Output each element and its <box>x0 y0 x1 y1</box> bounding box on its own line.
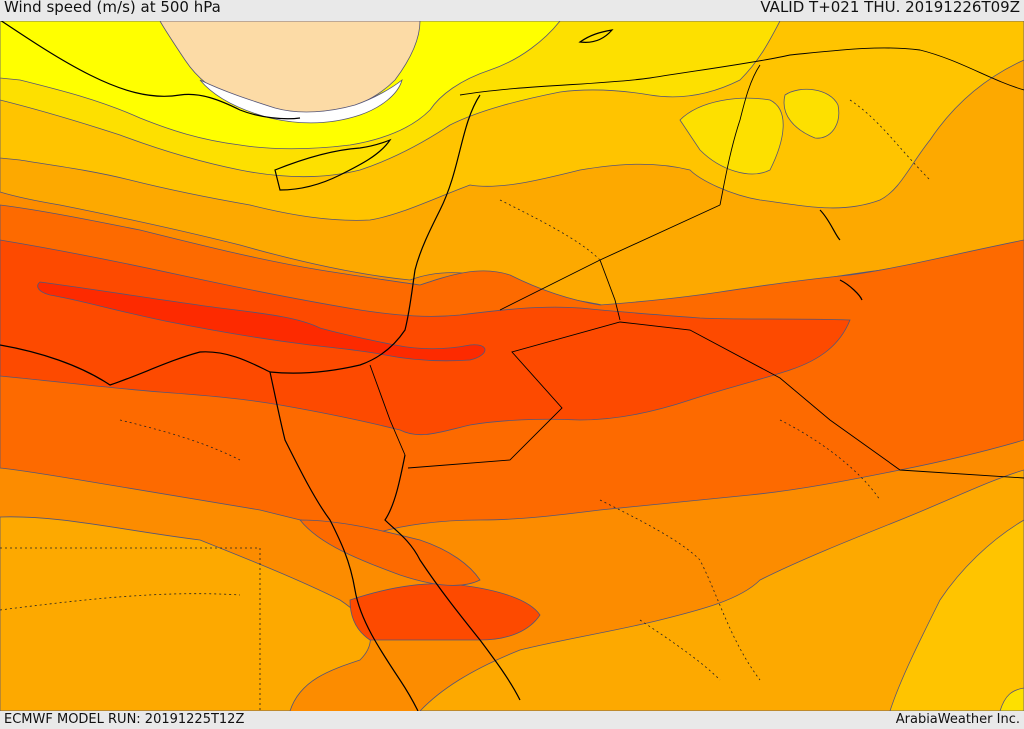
coastlines <box>0 21 863 711</box>
credit-label: ArabiaWeather Inc. <box>895 712 1020 727</box>
map-title: Wind speed (m/s) at 500 hPa <box>4 0 221 16</box>
wind-speed-map <box>0 21 1024 711</box>
field-yellow-blob-east2 <box>783 88 840 139</box>
field-orange-southeast <box>419 469 1024 711</box>
field-yellow-corner <box>999 687 1024 711</box>
valid-time-label: VALID T+021 THU. 20191226T09Z <box>760 0 1020 16</box>
map-footer: ECMWF MODEL RUN: 20191225T12Z ArabiaWeat… <box>0 711 1024 729</box>
map-header: Wind speed (m/s) at 500 hPa VALID T+021 … <box>0 0 1024 21</box>
field-orange-south <box>0 516 371 711</box>
field-red-orange-tongue <box>299 519 481 586</box>
region-borders <box>0 99 931 711</box>
field-red-jet <box>0 239 851 436</box>
country-borders <box>369 47 1024 479</box>
model-run-label: ECMWF MODEL RUN: 20191225T12Z <box>4 712 245 727</box>
field-deep-red-jet <box>37 281 486 362</box>
field-yellow-blob-east <box>679 97 784 175</box>
field-light-orange-southeast <box>889 519 1024 711</box>
